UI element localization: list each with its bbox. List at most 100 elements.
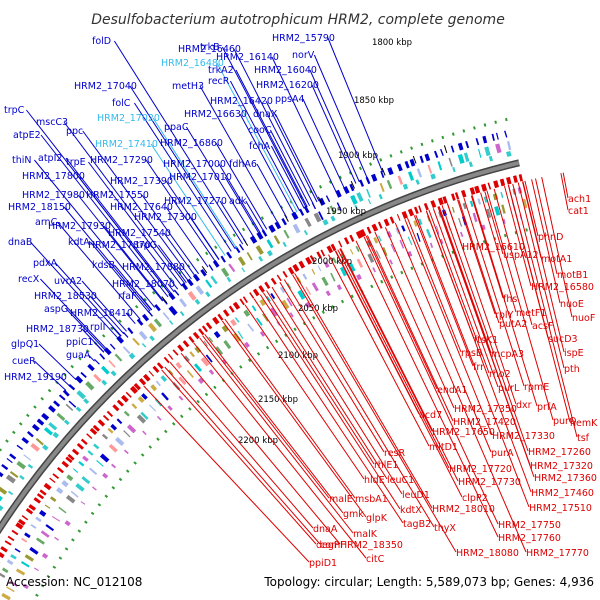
reverse-leader-line	[253, 298, 404, 524]
reverse-gene-label: kdtX	[400, 505, 422, 516]
reverse-leader-line	[384, 227, 527, 553]
gene-feature	[338, 240, 343, 248]
gene-feature	[289, 312, 294, 318]
gene-feature	[141, 342, 147, 348]
gene-feature	[356, 192, 364, 202]
gene-feature	[366, 188, 371, 198]
gene-feature	[150, 384, 158, 392]
scale-tick-label: 1850 kbp	[354, 96, 394, 106]
scale-tick-label: 2100 kbp	[278, 351, 318, 361]
forward-gene-label: HRM2_16140	[216, 52, 279, 63]
reverse-gene-label: phnD	[538, 232, 563, 243]
gene-feature	[429, 242, 434, 248]
gene-feature	[424, 153, 431, 162]
forward-leader-line	[66, 308, 107, 351]
forward-gene-label: recR	[208, 76, 230, 87]
gene-feature	[108, 443, 118, 453]
reverse-gene-label: sucD3	[548, 334, 578, 345]
forward-leader-line	[129, 85, 236, 250]
forward-leader-line	[239, 113, 295, 215]
gene-feature	[1, 592, 11, 600]
gene-feature	[336, 202, 342, 211]
reverse-leader-line	[244, 304, 365, 480]
forward-leader-line	[309, 69, 360, 183]
reverse-gene-label: rho2	[489, 369, 511, 380]
gene-feature	[371, 173, 378, 182]
gene-feature	[148, 370, 155, 377]
forward-gene-label: ppiC1	[66, 337, 93, 348]
gene-feature	[330, 215, 336, 222]
gene-feature	[123, 449, 129, 455]
gene-feature	[52, 473, 60, 479]
forward-leader-line	[34, 360, 67, 391]
reverse-leader-line	[541, 176, 573, 318]
gene-feature	[404, 160, 410, 169]
forward-leader-line	[229, 80, 301, 212]
gene-feature	[386, 179, 393, 190]
forward-leader-line	[269, 129, 311, 207]
forward-gene-label: HRM2_17550	[86, 190, 149, 201]
scale-tick	[350, 180, 355, 189]
reverse-gene-label: hldE	[364, 475, 385, 486]
gene-feature	[66, 474, 74, 482]
forward-leader-line	[271, 56, 337, 193]
forward-gene-label: HRM2_15790	[272, 33, 335, 44]
gene-feature	[81, 476, 91, 485]
gene-feature	[242, 296, 248, 304]
forward-leader-line	[40, 134, 169, 298]
reverse-leader-line	[404, 219, 493, 436]
reverse-leader-line	[340, 248, 459, 482]
gene-feature	[348, 262, 356, 272]
gene-feature	[402, 183, 409, 190]
gene-feature	[483, 196, 488, 203]
gene-feature	[141, 393, 148, 400]
reverse-gene-label: prfA	[537, 402, 557, 413]
gene-feature	[20, 561, 30, 568]
gene-feature	[309, 255, 316, 263]
gene-feature	[367, 199, 372, 205]
forward-gene-label: kdsB	[92, 260, 115, 271]
reverse-leader-line	[374, 231, 455, 409]
gene-feature	[101, 379, 108, 386]
gene-feature	[321, 276, 329, 287]
gene-feature	[409, 158, 416, 167]
reverse-gene-label: glpK	[366, 513, 388, 524]
scale-tick	[381, 167, 386, 176]
forward-leader-line	[152, 117, 238, 249]
gene-feature	[64, 520, 71, 527]
gene-feature	[82, 455, 89, 462]
forward-gene-label: rplI	[90, 322, 105, 333]
gene-feature	[465, 140, 470, 149]
reverse-leader-line	[337, 249, 450, 469]
gene-feature	[71, 448, 80, 456]
reverse-leader-line	[446, 203, 517, 405]
gene-feature	[175, 361, 183, 369]
forward-gene-label: arnC	[35, 217, 58, 228]
forward-leader-line	[302, 98, 345, 189]
gene-feature	[70, 490, 79, 498]
reverse-leader-line	[562, 172, 569, 199]
gene-feature	[379, 182, 385, 193]
gene-feature	[96, 460, 104, 467]
gene-feature	[522, 198, 528, 209]
forward-gene-label: fchA	[249, 141, 271, 152]
reverse-gene-label: HRM2_17350	[454, 404, 517, 415]
gene-feature	[123, 430, 131, 438]
gene-feature	[103, 347, 112, 356]
gene-feature	[241, 267, 246, 273]
gene-feature	[9, 453, 17, 460]
gene-feature	[437, 197, 444, 206]
gene-feature	[205, 354, 213, 363]
gene-feature	[493, 180, 500, 189]
gene-feature	[21, 537, 28, 543]
gene-feature	[287, 266, 295, 275]
gene-feature	[152, 365, 160, 373]
reverse-leader-line	[407, 217, 462, 353]
gene-feature	[56, 487, 64, 495]
gene-feature	[138, 378, 147, 386]
gene-feature	[177, 344, 185, 352]
reverse-gene-label: fhs	[503, 294, 517, 305]
gene-feature	[172, 349, 179, 356]
gene-feature	[136, 414, 147, 424]
